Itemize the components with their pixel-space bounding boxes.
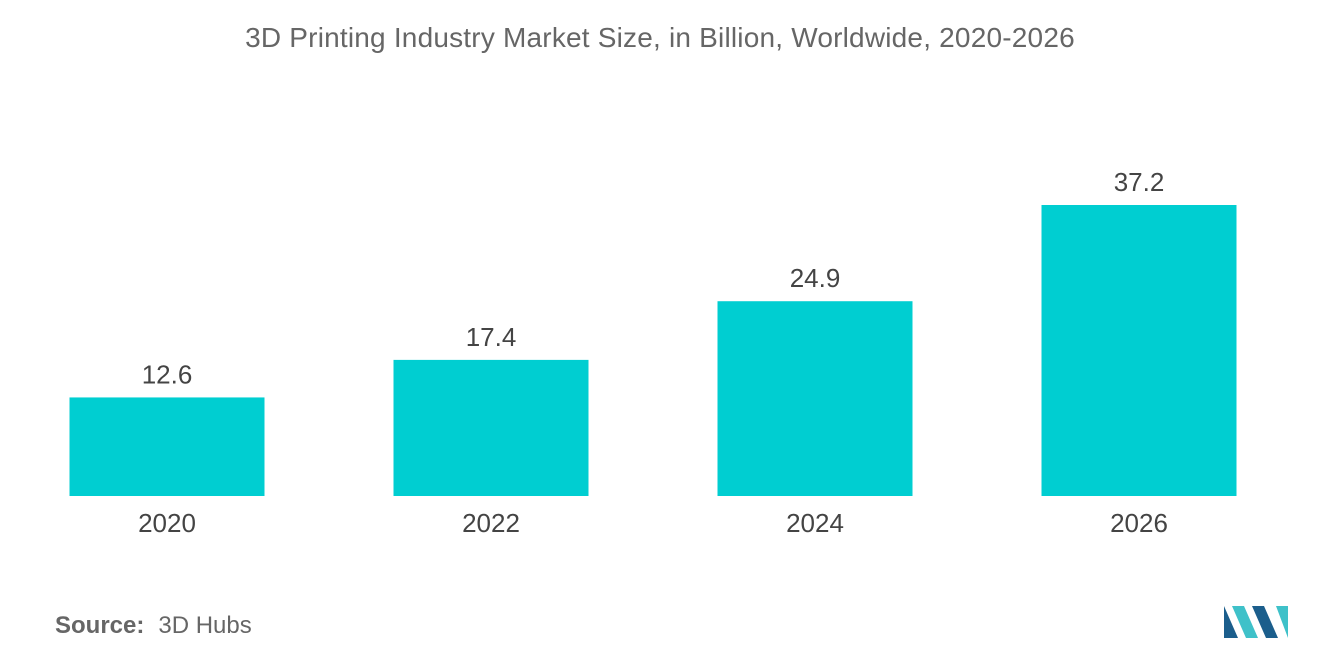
source-value: 3D Hubs — [158, 612, 252, 639]
value-label-2022: 17.4 — [466, 322, 517, 352]
x-tick-labels-group: 2020 2022 2024 2026 — [138, 508, 1168, 538]
value-label-2020: 12.6 — [142, 359, 193, 389]
value-labels-group: 12.6 17.4 24.9 37.2 — [142, 167, 1165, 389]
bar-2020 — [69, 397, 265, 496]
x-tick-label-2026: 2026 — [1110, 508, 1168, 538]
bar-2022 — [393, 359, 589, 496]
x-tick-label-2022: 2022 — [462, 508, 520, 538]
bar-2026 — [1041, 205, 1237, 496]
source-note: Source: 3D Hubs — [55, 612, 252, 640]
brand-logo-icon — [1224, 606, 1288, 638]
source-label: Source: — [55, 612, 145, 639]
chart-title: 3D Printing Industry Market Size, in Bil… — [245, 22, 1075, 53]
value-label-2026: 37.2 — [1114, 167, 1165, 197]
value-label-2024: 24.9 — [790, 263, 841, 293]
bar-2024 — [717, 301, 913, 496]
x-tick-label-2024: 2024 — [786, 508, 844, 538]
x-tick-label-2020: 2020 — [138, 508, 196, 538]
bars-group — [69, 205, 1237, 496]
